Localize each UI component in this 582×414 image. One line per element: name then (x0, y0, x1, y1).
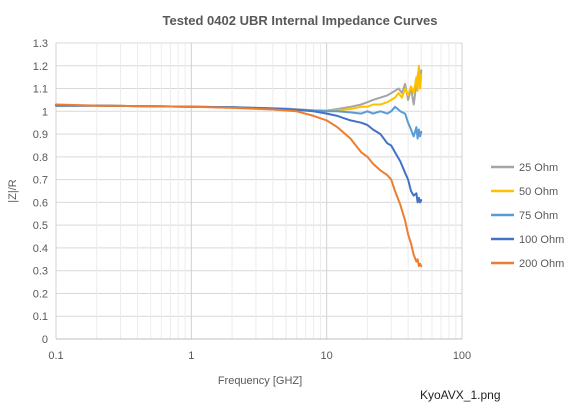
y-tick-label: 0 (42, 334, 48, 346)
x-tick-label: 0.1 (48, 350, 63, 362)
series-line-200-ohm (55, 103, 423, 268)
y-tick-label: 0.5 (33, 220, 48, 232)
legend-label: 50 Ohm (519, 186, 558, 198)
axes: 00.10.20.30.40.50.60.70.80.911.11.21.30.… (33, 38, 471, 362)
legend-label: 25 Ohm (519, 162, 558, 174)
y-tick-label: 0.4 (33, 243, 48, 255)
y-tick-label: 1.3 (33, 38, 48, 50)
x-axis-label: Frequency [GHZ] (218, 375, 302, 387)
legend: 25 Ohm 50 Ohm 75 Ohm 100 Ohm 200 Ohm (491, 162, 564, 270)
y-tick-label: 0.7 (33, 175, 48, 187)
y-tick-label: 0.6 (33, 197, 48, 209)
x-tick-label: 1 (188, 350, 194, 362)
x-tick-label: 100 (453, 350, 471, 362)
y-axis-label: |Z|/R (7, 179, 19, 202)
y-tick-label: 1.1 (33, 84, 48, 96)
y-tick-label: 1 (42, 106, 48, 118)
legend-label: 200 Ohm (519, 258, 564, 270)
x-tick-label: 10 (321, 350, 333, 362)
y-tick-label: 0.2 (33, 288, 48, 300)
series-line-25-ohm (55, 67, 423, 112)
y-tick-label: 0.1 (33, 311, 48, 323)
image-caption: KyoAVX_1.png (420, 388, 501, 402)
chart-title: Tested 0402 UBR Internal Impedance Curve… (162, 13, 437, 28)
y-tick-label: 0.9 (33, 129, 48, 141)
y-tick-label: 0.3 (33, 266, 48, 278)
y-tick-label: 1.2 (33, 61, 48, 73)
series-line-100-ohm (55, 104, 423, 204)
legend-label: 100 Ohm (519, 234, 564, 246)
y-tick-label: 0.8 (33, 152, 48, 164)
series-lines (55, 64, 423, 268)
grid (55, 42, 463, 340)
legend-label: 75 Ohm (519, 210, 558, 222)
